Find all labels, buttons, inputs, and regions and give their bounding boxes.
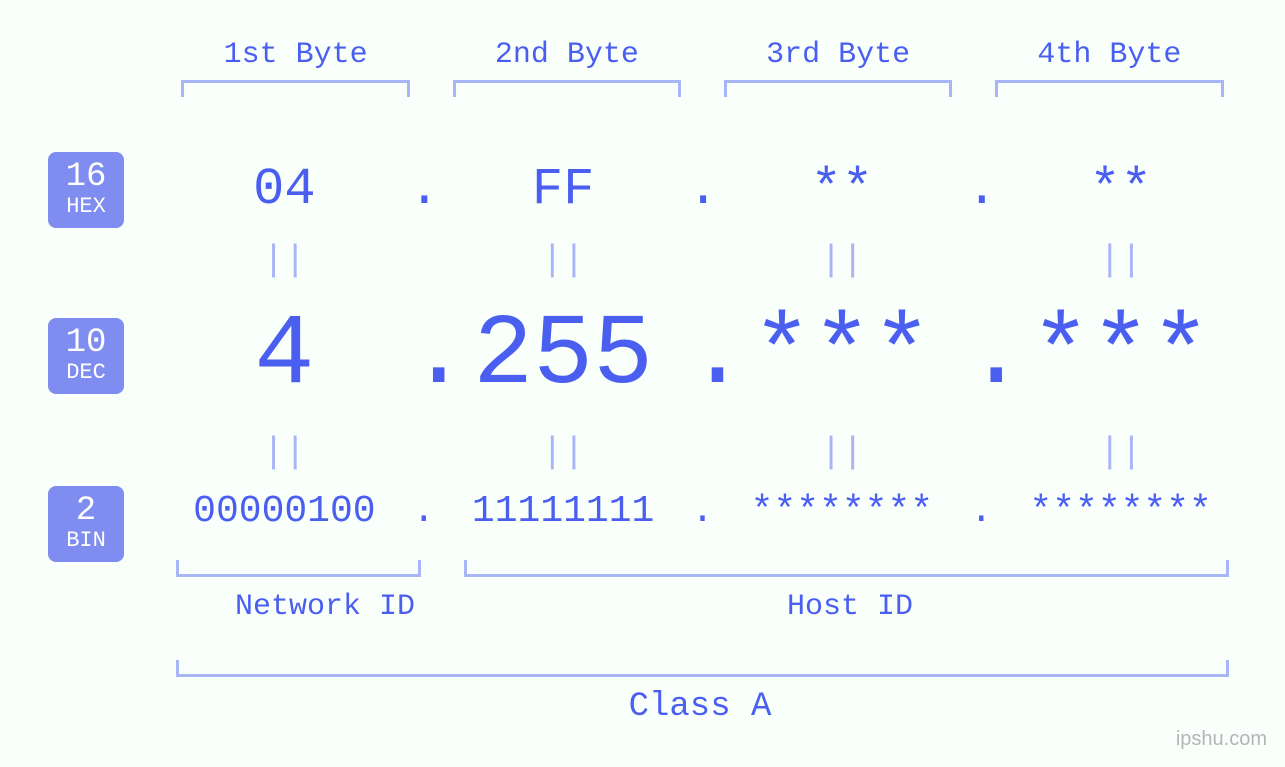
watermark: ipshu.com xyxy=(1176,728,1267,751)
dec-byte-2: 255 xyxy=(439,300,688,413)
label-network-id: Network ID xyxy=(200,590,450,624)
label-class: Class A xyxy=(200,688,1200,726)
bin-row: 00000100 . 11111111 . ******** . *******… xyxy=(160,490,1245,533)
byte-header-3: 3rd Byte xyxy=(703,38,974,97)
equals-mark: || xyxy=(996,240,1245,281)
separator: . xyxy=(409,300,439,413)
byte-header-label: 4th Byte xyxy=(974,38,1245,72)
byte-header-label: 2nd Byte xyxy=(431,38,702,72)
equals-row-1: || || || || xyxy=(160,240,1245,281)
bracket-top xyxy=(995,80,1223,97)
equals-mark: || xyxy=(718,240,967,281)
bracket-top xyxy=(181,80,409,97)
bracket-top xyxy=(724,80,952,97)
badge-dec: 10 DEC xyxy=(48,318,124,394)
byte-header-label: 1st Byte xyxy=(160,38,431,72)
bracket-top xyxy=(453,80,681,97)
byte-header-4: 4th Byte xyxy=(974,38,1245,97)
badge-dec-label: DEC xyxy=(48,362,124,384)
equals-mark: || xyxy=(996,432,1245,473)
bin-byte-2: 11111111 xyxy=(439,490,688,533)
equals-mark: || xyxy=(439,240,688,281)
badge-hex-num: 16 xyxy=(48,160,124,194)
byte-headers: 1st Byte 2nd Byte 3rd Byte 4th Byte xyxy=(160,38,1245,97)
bin-byte-1: 00000100 xyxy=(160,490,409,533)
byte-header-1: 1st Byte xyxy=(160,38,431,97)
separator: . xyxy=(409,490,439,533)
dec-byte-4: *** xyxy=(996,300,1245,413)
hex-byte-2: FF xyxy=(439,160,688,219)
separator: . xyxy=(688,300,718,413)
badge-hex-label: HEX xyxy=(48,196,124,218)
bin-byte-3: ******** xyxy=(718,490,967,533)
badge-bin: 2 BIN xyxy=(48,486,124,562)
bracket-class xyxy=(176,660,1229,677)
equals-mark: || xyxy=(718,432,967,473)
dec-byte-3: *** xyxy=(718,300,967,413)
dec-row: 4 . 255 . *** . *** xyxy=(160,300,1245,413)
hex-row: 04 . FF . ** . ** xyxy=(160,160,1245,219)
bracket-host xyxy=(464,560,1230,577)
separator: . xyxy=(688,490,718,533)
badge-bin-label: BIN xyxy=(48,530,124,552)
separator: . xyxy=(688,160,718,219)
equals-row-2: || || || || xyxy=(160,432,1245,473)
hex-byte-4: ** xyxy=(996,160,1245,219)
byte-header-2: 2nd Byte xyxy=(431,38,702,97)
separator: . xyxy=(966,160,996,219)
badge-dec-num: 10 xyxy=(48,326,124,360)
equals-mark: || xyxy=(160,240,409,281)
label-host-id: Host ID xyxy=(470,590,1230,624)
bin-byte-4: ******** xyxy=(996,490,1245,533)
hex-byte-1: 04 xyxy=(160,160,409,219)
badge-bin-num: 2 xyxy=(48,494,124,528)
dec-byte-1: 4 xyxy=(160,300,409,413)
equals-mark: || xyxy=(439,432,688,473)
separator: . xyxy=(409,160,439,219)
separator: . xyxy=(966,490,996,533)
hex-byte-3: ** xyxy=(718,160,967,219)
equals-mark: || xyxy=(160,432,409,473)
bracket-network xyxy=(176,560,421,577)
badge-hex: 16 HEX xyxy=(48,152,124,228)
byte-header-label: 3rd Byte xyxy=(703,38,974,72)
separator: . xyxy=(966,300,996,413)
